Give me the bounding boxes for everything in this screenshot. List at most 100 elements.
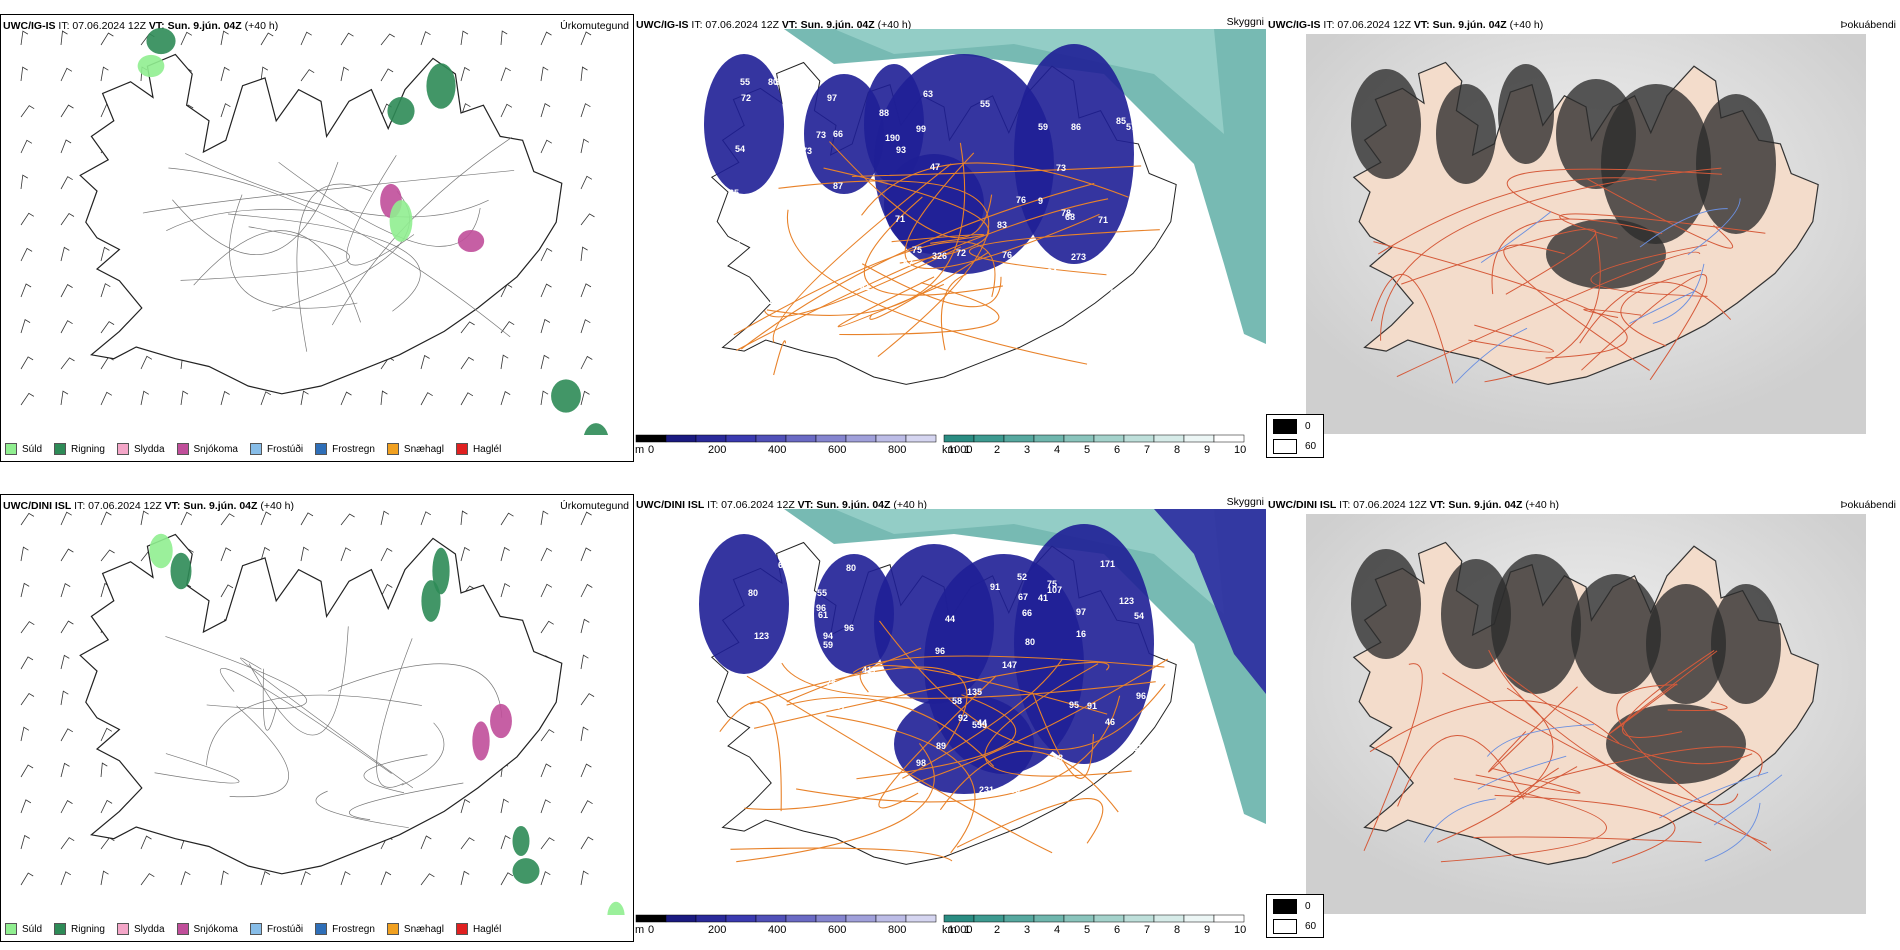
iceland-coastline xyxy=(79,533,563,875)
wind-barb xyxy=(340,547,352,562)
wind-barb xyxy=(20,692,35,706)
fog-legend-row: 0 xyxy=(1273,899,1311,914)
wind-barb xyxy=(60,762,70,778)
road-line xyxy=(172,161,339,255)
legend-swatch xyxy=(5,923,17,935)
wind-barb xyxy=(340,66,350,82)
cloud-base-value: 96 xyxy=(844,623,854,633)
wind-barb xyxy=(580,654,589,670)
wind-barb xyxy=(20,212,35,226)
fog-legend: 0 60 xyxy=(1266,414,1324,458)
cloud-base-area xyxy=(804,74,884,194)
height-bin xyxy=(725,914,757,923)
height-bin xyxy=(905,434,937,443)
road-line xyxy=(401,722,445,786)
cloud-base-value: 67 xyxy=(1018,592,1028,602)
cloud-base-value: 41 xyxy=(1038,593,1048,603)
precip-cell xyxy=(512,825,530,857)
height-bin xyxy=(815,914,847,923)
legend-label: Rigning xyxy=(71,443,105,455)
cloud-base-value: 123 xyxy=(754,631,769,641)
panel-type-label: Skyggni xyxy=(1226,16,1264,28)
cloud-base-value: 94 xyxy=(1047,267,1057,277)
road-line xyxy=(1436,687,1554,843)
fog-patch xyxy=(1491,554,1581,694)
wind-barb xyxy=(260,870,271,886)
wind-barb xyxy=(100,799,113,814)
wind-barb xyxy=(500,798,509,814)
road-line xyxy=(363,754,428,794)
fog-patch xyxy=(1351,549,1421,659)
legend-item: Súld xyxy=(5,923,42,935)
river-line xyxy=(1687,198,1741,256)
height-bin xyxy=(815,434,847,443)
cloud-base-value: 72 xyxy=(956,248,966,258)
wind-barb xyxy=(300,31,312,46)
legend-item: Frostregn xyxy=(315,443,375,455)
precip-cell xyxy=(149,533,173,569)
wind-barb xyxy=(60,800,73,814)
wind-barb xyxy=(60,390,69,406)
height-bin xyxy=(875,434,907,443)
river-line xyxy=(1480,211,1552,263)
visibility-bin xyxy=(943,914,975,923)
wind-barb xyxy=(180,871,191,886)
wind-barb xyxy=(100,356,114,370)
road-line xyxy=(1608,650,1718,735)
road-line xyxy=(863,196,1003,296)
height-tick: 400 xyxy=(768,444,787,456)
cloud-base-value: 90 xyxy=(830,780,840,790)
wind-barb xyxy=(580,390,590,406)
cloud-base-value: 64 xyxy=(1035,785,1045,795)
cloud-base-value: 76 xyxy=(1016,195,1026,205)
height-tick: 0 xyxy=(648,444,655,456)
road-line xyxy=(749,666,968,750)
wind-barb xyxy=(540,318,551,334)
cloud-base-value: 555 xyxy=(972,720,987,730)
cloud-base-value: 75 xyxy=(912,245,922,255)
precip-cell xyxy=(146,27,176,55)
visibility-tick: 5 xyxy=(1084,924,1091,936)
legend-swatch xyxy=(116,923,129,935)
cloud-base-value: 100 xyxy=(741,784,756,794)
road-line xyxy=(940,273,967,351)
visibility-bin xyxy=(1123,434,1155,443)
height-tick: 800 xyxy=(888,444,907,456)
visibility-tick: 3 xyxy=(1024,924,1031,936)
road-line xyxy=(1667,701,1728,711)
legend-label: Snjókoma xyxy=(193,443,238,455)
legend-swatch xyxy=(176,923,189,935)
fog-panel-row1: UWC/IG-IS IT: 07.06.2024 12Z VT: Sun. 9.… xyxy=(1266,14,1900,462)
legend-item: Snæhagl xyxy=(386,923,444,935)
legend-swatch xyxy=(176,443,189,455)
iceland-coastline xyxy=(79,53,563,395)
legend-swatch xyxy=(455,443,468,455)
visibility-band xyxy=(834,29,1224,134)
precip-legend: Súld Rigning Slydda Snjókoma Frostúði Frostre… xyxy=(5,439,513,459)
cloud-base-value: 59 xyxy=(823,640,833,650)
wind-barb xyxy=(460,30,469,46)
wind-barb xyxy=(60,871,72,886)
height-bin xyxy=(845,914,877,923)
road-line xyxy=(165,636,307,709)
wind-barb xyxy=(100,246,110,262)
road-line xyxy=(219,667,392,774)
legend-item: Snjókoma xyxy=(176,443,238,455)
road-line xyxy=(154,753,240,784)
road-line xyxy=(730,847,953,862)
legend-label: Súld xyxy=(22,443,43,455)
visibility-tick: 8 xyxy=(1174,924,1181,936)
wind-barb xyxy=(540,510,549,526)
wind-barb xyxy=(60,357,75,370)
fog-legend-label: 60 xyxy=(1305,441,1317,452)
road-line xyxy=(1442,672,1739,806)
wind-barb xyxy=(60,30,68,46)
cloud-base-value: 87 xyxy=(833,181,843,191)
cloud-base-value: 73 xyxy=(802,146,812,156)
road-line xyxy=(1506,168,1723,220)
legend-swatch xyxy=(249,923,262,935)
legend-item: Slydda xyxy=(116,443,165,455)
road-line xyxy=(1616,684,1772,851)
wind-barb xyxy=(60,548,74,562)
cloud-base-value: 92 xyxy=(958,713,968,723)
